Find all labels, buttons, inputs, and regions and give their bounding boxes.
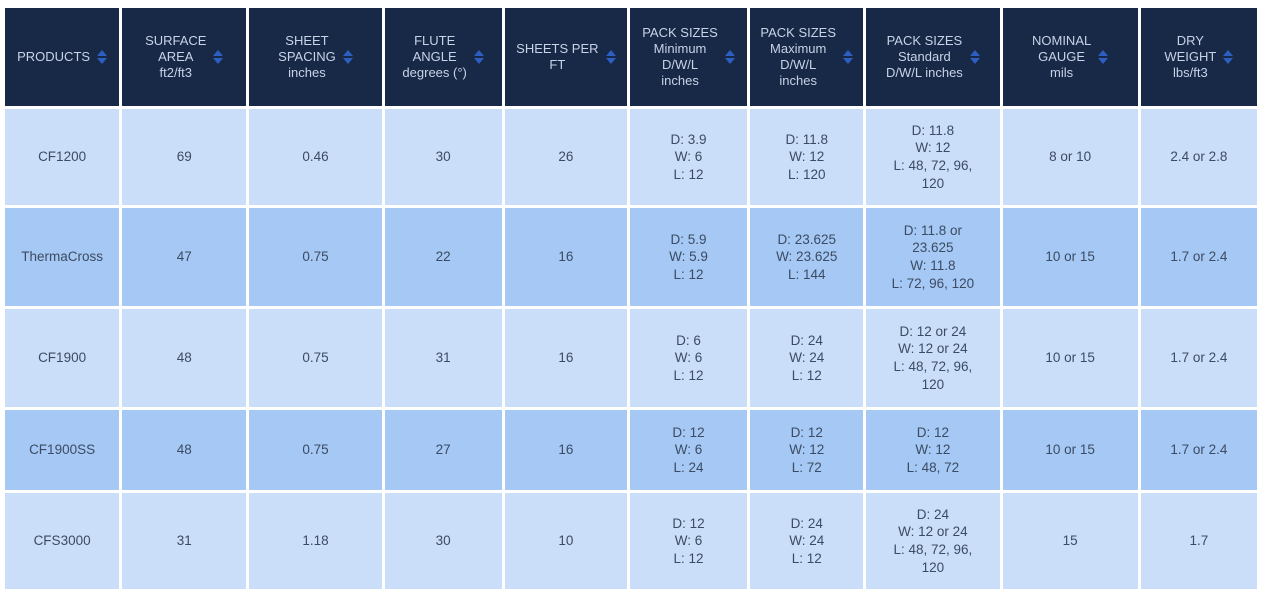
- product-name-cell: CFS3000: [5, 493, 120, 589]
- column-header-sheet-spacing[interactable]: SHEET SPACING inches: [249, 8, 382, 106]
- pack-sizes-standard-cell: D: 11.8 W: 12 L: 48, 72, 96, 120: [866, 109, 1000, 205]
- table-row-cf1200: CF1200 69 0.46 30 26 D: 3.9 W: 6 L: 12 D…: [5, 109, 1257, 205]
- sheets-per-ft-cell: 16: [504, 410, 627, 490]
- sort-arrows-icon[interactable]: [843, 50, 853, 64]
- nominal-gauge-cell: 15: [1002, 493, 1138, 589]
- surface-area-cell: 48: [122, 410, 247, 490]
- sort-arrows-icon[interactable]: [97, 50, 107, 64]
- sheet-spacing-cell: 0.75: [249, 410, 382, 490]
- table-row-cf1900: CF1900 48 0.75 31 16 D: 6 W: 6 L: 12 D: …: [5, 309, 1257, 407]
- dry-weight-cell: 2.4 or 2.8: [1140, 109, 1257, 205]
- pack-sizes-maximum-cell: D: 24 W: 24 L: 12: [750, 493, 864, 589]
- sheet-spacing-cell: 0.46: [249, 109, 382, 205]
- table-body: CF1200 69 0.46 30 26 D: 3.9 W: 6 L: 12 D…: [5, 109, 1257, 589]
- surface-area-cell: 69: [122, 109, 247, 205]
- table-row-thermacross: ThermaCross 47 0.75 22 16 D: 5.9 W: 5.9 …: [5, 208, 1257, 306]
- column-header-label: NOMINAL GAUGE mils: [1031, 32, 1092, 81]
- sort-arrows-icon[interactable]: [213, 50, 223, 64]
- column-header-pack-sizes-minimum[interactable]: PACK SIZES Minimum D/W/L inches: [629, 8, 748, 106]
- surface-area-cell: 31: [122, 493, 247, 589]
- pack-sizes-maximum-cell: D: 23.625 W: 23.625 L: 144: [750, 208, 864, 306]
- product-name-cell: CF1200: [5, 109, 120, 205]
- column-header-dry-weight[interactable]: DRY WEIGHT lbs/ft3: [1140, 8, 1257, 106]
- surface-area-cell: 47: [122, 208, 247, 306]
- column-header-label: SURFACE AREA ft2/ft3: [145, 32, 207, 81]
- column-header-label: DRY WEIGHT lbs/ft3: [1164, 32, 1217, 81]
- dry-weight-cell: 1.7 or 2.4: [1140, 309, 1257, 407]
- column-header-pack-sizes-standard[interactable]: PACK SIZES Standard D/W/L inches: [866, 8, 1000, 106]
- sort-arrows-icon[interactable]: [474, 50, 484, 64]
- column-header-label: FLUTE ANGLE degrees (°): [402, 32, 467, 81]
- column-header-products[interactable]: PRODUCTS: [5, 8, 120, 106]
- nominal-gauge-cell: 10 or 15: [1002, 309, 1138, 407]
- column-header-label: SHEETS PER FT: [516, 40, 599, 72]
- sort-arrows-icon[interactable]: [970, 50, 980, 64]
- column-header-flute-angle[interactable]: FLUTE ANGLE degrees (°): [384, 8, 502, 106]
- column-header-nominal-gauge[interactable]: NOMINAL GAUGE mils: [1002, 8, 1138, 106]
- table-row-cfs3000: CFS3000 31 1.18 30 10 D: 12 W: 6 L: 12 D…: [5, 493, 1257, 589]
- product-spec-table: PRODUCTS SURFACE AREA ft2/ft3 SHEET SPAC…: [2, 5, 1260, 592]
- dry-weight-cell: 1.7: [1140, 493, 1257, 589]
- sheets-per-ft-cell: 16: [504, 309, 627, 407]
- column-header-label: SHEET SPACING inches: [278, 32, 336, 81]
- column-header-surface-area[interactable]: SURFACE AREA ft2/ft3: [122, 8, 247, 106]
- flute-angle-cell: 22: [384, 208, 502, 306]
- pack-sizes-maximum-cell: D: 12 W: 12 L: 72: [750, 410, 864, 490]
- flute-angle-cell: 30: [384, 109, 502, 205]
- sort-arrows-icon[interactable]: [1098, 50, 1108, 64]
- sort-arrows-icon[interactable]: [343, 50, 353, 64]
- surface-area-cell: 48: [122, 309, 247, 407]
- pack-sizes-standard-cell: D: 11.8 or 23.625 W: 11.8 L: 72, 96, 120: [866, 208, 1000, 306]
- pack-sizes-minimum-cell: D: 5.9 W: 5.9 L: 12: [629, 208, 748, 306]
- dry-weight-cell: 1.7 or 2.4: [1140, 410, 1257, 490]
- sheets-per-ft-cell: 26: [504, 109, 627, 205]
- pack-sizes-minimum-cell: D: 6 W: 6 L: 12: [629, 309, 748, 407]
- column-header-label: PACK SIZES Maximum D/W/L inches: [760, 24, 837, 89]
- pack-sizes-standard-cell: D: 12 or 24 W: 12 or 24 L: 48, 72, 96, 1…: [866, 309, 1000, 407]
- sort-arrows-icon[interactable]: [725, 50, 735, 64]
- pack-sizes-minimum-cell: D: 3.9 W: 6 L: 12: [629, 109, 748, 205]
- sheet-spacing-cell: 1.18: [249, 493, 382, 589]
- pack-sizes-standard-cell: D: 24 W: 12 or 24 L: 48, 72, 96, 120: [866, 493, 1000, 589]
- sheets-per-ft-cell: 10: [504, 493, 627, 589]
- table-header: PRODUCTS SURFACE AREA ft2/ft3 SHEET SPAC…: [5, 8, 1257, 106]
- pack-sizes-standard-cell: D: 12 W: 12 L: 48, 72: [866, 410, 1000, 490]
- sheet-spacing-cell: 0.75: [249, 309, 382, 407]
- sort-arrows-icon[interactable]: [606, 50, 616, 64]
- flute-angle-cell: 27: [384, 410, 502, 490]
- pack-sizes-minimum-cell: D: 12 W: 6 L: 12: [629, 493, 748, 589]
- sheets-per-ft-cell: 16: [504, 208, 627, 306]
- flute-angle-cell: 31: [384, 309, 502, 407]
- dry-weight-cell: 1.7 or 2.4: [1140, 208, 1257, 306]
- column-header-sheets-per-ft[interactable]: SHEETS PER FT: [504, 8, 627, 106]
- product-name-cell: CF1900SS: [5, 410, 120, 490]
- pack-sizes-minimum-cell: D: 12 W: 6 L: 24: [629, 410, 748, 490]
- column-header-label: PACK SIZES Minimum D/W/L inches: [642, 24, 718, 89]
- product-name-cell: CF1900: [5, 309, 120, 407]
- column-header-label: PRODUCTS: [17, 48, 91, 64]
- column-header-label: PACK SIZES Standard D/W/L inches: [885, 32, 963, 81]
- pack-sizes-maximum-cell: D: 11.8 W: 12 L: 120: [750, 109, 864, 205]
- product-name-cell: ThermaCross: [5, 208, 120, 306]
- nominal-gauge-cell: 10 or 15: [1002, 410, 1138, 490]
- pack-sizes-maximum-cell: D: 24 W: 24 L: 12: [750, 309, 864, 407]
- table-row-cf1900ss: CF1900SS 48 0.75 27 16 D: 12 W: 6 L: 24 …: [5, 410, 1257, 490]
- flute-angle-cell: 30: [384, 493, 502, 589]
- header-row: PRODUCTS SURFACE AREA ft2/ft3 SHEET SPAC…: [5, 8, 1257, 106]
- column-header-pack-sizes-maximum[interactable]: PACK SIZES Maximum D/W/L inches: [750, 8, 864, 106]
- nominal-gauge-cell: 8 or 10: [1002, 109, 1138, 205]
- nominal-gauge-cell: 10 or 15: [1002, 208, 1138, 306]
- sort-arrows-icon[interactable]: [1223, 50, 1233, 64]
- sheet-spacing-cell: 0.75: [249, 208, 382, 306]
